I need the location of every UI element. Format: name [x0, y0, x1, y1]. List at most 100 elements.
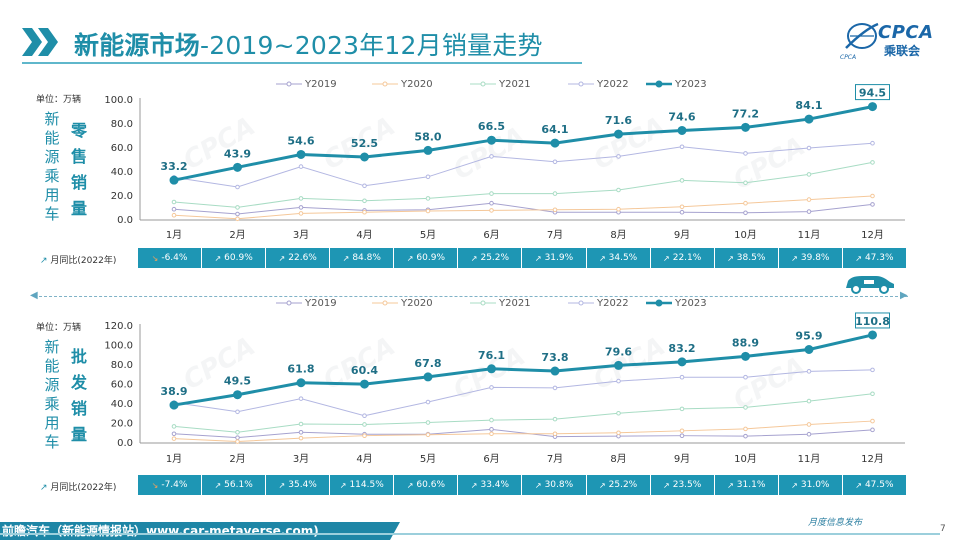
series-line-Y2023	[173, 105, 873, 182]
data-label: 110.8	[855, 315, 890, 328]
title-main: 新能源市场	[74, 31, 201, 60]
data-label: 73.8	[541, 351, 568, 364]
yoy-value: 84.8%	[352, 253, 381, 263]
monthly-release-label: 月度信息发布	[808, 518, 863, 528]
trend-up-icon: ↗	[278, 253, 286, 263]
data-point	[741, 351, 750, 361]
title-underline	[22, 62, 582, 64]
yoy-value: -6.4%	[161, 253, 188, 263]
data-point	[362, 198, 367, 204]
legend-entry: Y2022	[596, 79, 629, 90]
x-tick-label: 4月	[356, 229, 372, 241]
trend-up-icon: ↗	[791, 253, 798, 263]
series-line-Y2019	[173, 202, 873, 215]
data-point	[552, 159, 558, 165]
data-point	[425, 399, 431, 405]
wholesale-yoy-row: ↘ -7.4% ↗ 56.1% ↗ 35.4% ↗ 114.5% ↗ 60.6% ↗ 33.4% ↗ 30…	[138, 475, 906, 495]
yoy-value: 31.1%	[736, 480, 766, 490]
data-point	[362, 433, 367, 438]
yoy-value: 60.9%	[416, 253, 445, 263]
data-label: 43.9	[224, 147, 251, 160]
series-line-Y2019	[173, 428, 873, 439]
data-label-box	[855, 84, 890, 101]
yoy-value: 35.4%	[288, 480, 317, 490]
yoy-cell: ↗ 114.5%	[330, 475, 394, 495]
data-point	[233, 390, 242, 400]
data-point	[360, 152, 369, 162]
arrow-left-icon: ◀	[30, 290, 38, 301]
trend-up-icon: ↗	[791, 480, 798, 490]
data-point	[870, 391, 875, 397]
yoy-cell: ↗ 60.9%	[394, 248, 458, 268]
data-point	[806, 422, 812, 427]
legend-entry: Y2023	[674, 298, 707, 309]
data-point	[870, 193, 875, 199]
data-point	[804, 114, 814, 124]
y-tick-label: 0.0	[117, 215, 133, 226]
x-tick-label: 6月	[483, 229, 499, 241]
trend-up-icon: ↗	[214, 253, 222, 263]
arrow-right-icon: ▶	[900, 290, 908, 301]
data-point	[806, 398, 812, 404]
yoy-cell: ↗ 35.4%	[266, 475, 330, 495]
yoy-value: 22.1%	[672, 253, 702, 263]
yoy-value: 56.1%	[224, 480, 253, 490]
data-point	[360, 379, 369, 389]
yoy-cell: ↗ 30.8%	[522, 475, 586, 495]
data-point	[806, 145, 812, 151]
data-point	[677, 125, 687, 135]
x-tick-label: 6月	[483, 453, 499, 465]
data-label: 79.6	[605, 345, 632, 358]
data-point	[235, 205, 240, 210]
section-divider	[34, 296, 908, 297]
data-label: 60.4	[351, 364, 378, 377]
series-line-Y2023	[173, 333, 873, 407]
data-label: 71.6	[605, 114, 632, 127]
yoy-value: 38.5%	[736, 253, 766, 263]
data-label-box	[855, 312, 890, 329]
legend-marker	[480, 81, 486, 87]
data-label: 88.9	[732, 336, 759, 349]
data-point	[362, 209, 367, 215]
data-label: 66.5	[478, 120, 505, 133]
yoy-value: 47.3%	[864, 253, 894, 263]
series-line-Y2021	[173, 393, 873, 433]
data-point	[298, 205, 304, 210]
legend-entry: Y2021	[498, 79, 531, 90]
trend-up-icon: ↗	[214, 480, 222, 490]
yoy-cell: ↗ 38.5%	[714, 248, 778, 268]
trend-up-icon: ↗	[40, 483, 48, 493]
trend-down-icon: ↘	[151, 480, 159, 490]
data-point	[679, 144, 685, 150]
x-tick-label: 10月	[734, 453, 757, 465]
trend-up-icon: ↗	[855, 253, 862, 263]
retail-unit-label: 单位：万辆	[36, 95, 82, 105]
trend-up-icon: ↗	[470, 253, 478, 263]
yoy-cell: ↗ 33.4%	[458, 475, 522, 495]
trend-up-icon: ↗	[727, 480, 734, 490]
footer-bar	[0, 522, 400, 540]
legend-entry: Y2019	[304, 298, 337, 309]
trend-up-icon: ↗	[339, 480, 347, 490]
data-point	[743, 426, 748, 432]
data-point	[235, 409, 240, 415]
data-point	[171, 431, 177, 437]
legend-marker	[655, 80, 663, 88]
legend-marker	[655, 299, 663, 307]
yoy-cell: ↗ 56.1%	[202, 475, 266, 495]
data-point	[743, 210, 748, 216]
data-point	[489, 427, 494, 432]
series-line-Y2022	[173, 142, 873, 188]
globe-icon	[845, 22, 879, 49]
data-point	[423, 372, 433, 382]
data-point	[425, 174, 431, 180]
data-point	[489, 154, 494, 159]
data-point	[743, 200, 748, 206]
wholesale-line-chart: 0.0 20.0 40.0 60.0 80.0 100.0 120.0 1月 2月 3月 4月 5月 6…	[104, 298, 905, 465]
legend-marker	[382, 300, 388, 306]
data-point	[296, 149, 306, 159]
data-point	[425, 420, 431, 425]
yoy-cell: ↗ 39.8%	[778, 248, 842, 268]
x-tick-label: 7月	[547, 229, 563, 241]
wholesale-side-label-1: 新能源乘用车	[44, 338, 60, 451]
